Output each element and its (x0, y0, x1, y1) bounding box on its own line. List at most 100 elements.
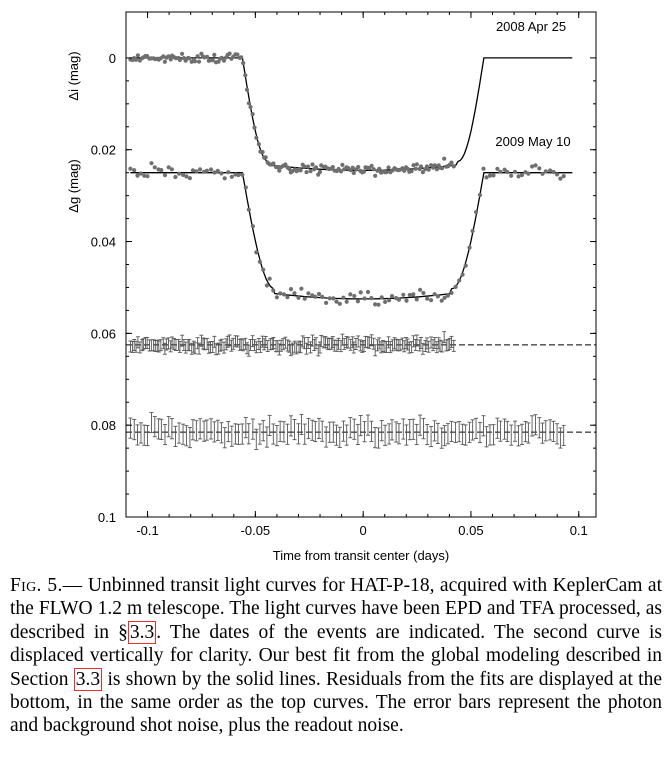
residual-error-bar (147, 339, 152, 352)
data-point (219, 171, 224, 176)
data-point (338, 169, 344, 174)
x-axis-label: Time from transit center (days) (273, 548, 450, 563)
data-point (274, 295, 279, 300)
residual-error-bar (388, 341, 393, 354)
data-point (509, 173, 514, 178)
residual-error-bar (233, 423, 238, 445)
data-point (285, 295, 290, 300)
residual-error-bar (281, 338, 286, 351)
data-point (324, 300, 329, 305)
data-point (519, 172, 525, 178)
data-point (526, 171, 531, 176)
data-point (404, 298, 409, 303)
residual-error-bar (477, 421, 482, 444)
residual-error-bar (299, 413, 304, 436)
residual-error-bar (400, 337, 405, 350)
residual-error-bar (235, 335, 240, 348)
data-point (330, 165, 335, 170)
residual-error-bar (437, 339, 442, 352)
residual-error-bar (145, 425, 150, 447)
data-point (252, 125, 257, 130)
x-tick-label: 0.1 (570, 523, 588, 538)
data-point (281, 292, 286, 297)
residual-error-bar (202, 420, 207, 442)
residual-error-bar (261, 420, 266, 442)
data-point (240, 172, 245, 177)
residual-error-bar (348, 338, 353, 351)
residual-error-bar (467, 421, 472, 443)
residual-error-bar (183, 341, 188, 354)
data-point (540, 171, 545, 176)
residual-error-bar (502, 418, 507, 440)
residual-error-bar (362, 421, 367, 443)
residual-error-bar (516, 425, 521, 447)
data-point (187, 56, 192, 61)
x-tick-label: -0.1 (136, 523, 158, 538)
residual-error-bar (449, 420, 454, 442)
data-point (371, 167, 376, 172)
residual-error-bar (141, 338, 146, 351)
residual-error-bar (442, 425, 447, 447)
data-point (516, 174, 521, 179)
data-point (424, 164, 429, 169)
residual-error-bar (420, 342, 425, 355)
residual-error-bar (278, 420, 283, 442)
data-point (177, 57, 182, 63)
residual-error-bar (292, 419, 297, 441)
residual-error-bar (387, 423, 392, 445)
data-point (351, 170, 356, 176)
residual-error-bar (513, 420, 518, 442)
x-tick-label: 0 (360, 523, 367, 538)
section-ref-link[interactable]: 3.3 (127, 620, 157, 644)
data-point (180, 51, 185, 56)
data-point (505, 169, 510, 175)
data-point (449, 160, 454, 165)
residual-error-bar (429, 425, 434, 448)
data-point (278, 291, 283, 296)
residual-error-bar (187, 339, 192, 352)
residual-error-bar (240, 423, 245, 445)
data-point (512, 169, 518, 174)
residual-error-bar (509, 424, 514, 446)
data-point (379, 295, 384, 300)
data-point (313, 165, 319, 170)
residual-error-bar (254, 428, 259, 450)
residual-error-bar (320, 420, 325, 442)
residual-error-bar (484, 426, 489, 448)
residual-error-bar (229, 425, 234, 447)
data-point (555, 172, 560, 177)
residual-error-bar (246, 423, 251, 445)
residual-error-bar (134, 340, 139, 353)
data-point (246, 207, 251, 212)
residual-error-bar (225, 335, 230, 348)
data-point (183, 58, 188, 63)
section-ref-link[interactable]: 3.3 (73, 667, 103, 691)
data-point (263, 155, 268, 160)
data-point (302, 164, 307, 169)
residual-error-bar (265, 340, 270, 352)
residual-error-bar (381, 340, 386, 353)
residual-error-bar (166, 337, 171, 350)
data-point (244, 87, 250, 92)
residual-error-bar (212, 421, 217, 443)
residual-error-bar (551, 420, 556, 442)
residual-error-bar (344, 424, 349, 446)
data-point (365, 289, 371, 295)
residual-error-bar (432, 337, 437, 349)
residual-error-bar (215, 419, 220, 441)
data-point (152, 165, 157, 170)
data-point (426, 167, 431, 172)
data-point (331, 296, 336, 301)
data-point (302, 296, 307, 301)
residual-error-bar (379, 341, 384, 354)
residual-error-bar (540, 422, 545, 444)
figure-number: Fig. 5.— (10, 575, 83, 596)
data-point (254, 250, 259, 255)
residual-error-bar (254, 341, 259, 354)
residual-error-bar (166, 416, 171, 438)
residual-error-bar (245, 342, 250, 355)
data-point (306, 164, 311, 169)
data-point (418, 164, 424, 169)
residual-error-bar (142, 424, 147, 446)
series-label-2009: 2009 May 10 (495, 134, 570, 149)
